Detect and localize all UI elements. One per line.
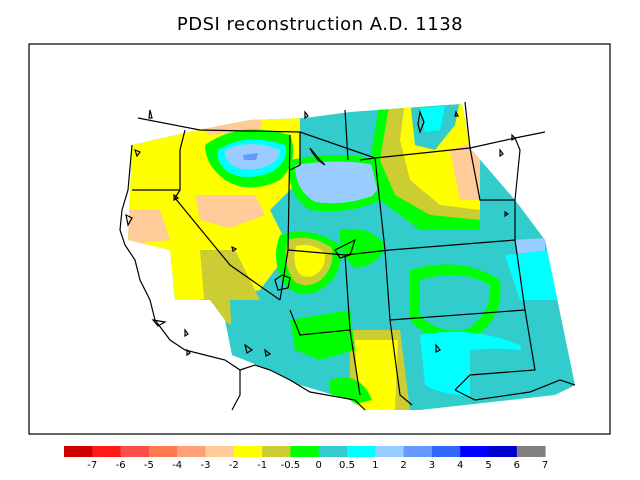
legend-tick-label: 4: [457, 460, 463, 471]
legend-swatch: [290, 446, 320, 457]
legend-tick-label: -5: [144, 460, 154, 471]
legend-swatch: [92, 446, 122, 457]
legend-tick-label: 5: [485, 460, 491, 471]
legend-swatch: [177, 446, 206, 457]
legend-swatch: [262, 446, 291, 457]
legend-tick-label: -3: [201, 460, 211, 471]
legend-swatch: [233, 446, 263, 457]
legend-swatch: [516, 446, 546, 457]
legend-swatch: [403, 446, 433, 457]
boundary-lines: [119, 101, 576, 411]
legend-swatch: [375, 446, 405, 457]
legend-tick-label: 0: [316, 460, 322, 471]
legend-swatch: [347, 446, 376, 457]
legend-tick-label: -6: [116, 460, 126, 471]
legend-tick-label: -4: [172, 460, 182, 471]
map-title: PDSI reconstruction A.D. 1138: [176, 14, 464, 35]
legend-swatch: [488, 446, 518, 457]
legend-tick-label: 1: [372, 460, 378, 471]
legend-swatch: [460, 446, 489, 457]
legend-swatch: [431, 446, 461, 457]
legend-tick-label: 3: [429, 460, 435, 471]
legend-tick-label: -1: [257, 460, 267, 471]
legend-tick-label: 0.5: [339, 460, 355, 471]
legend-tick-label: 2: [400, 460, 406, 471]
legend-swatch: [205, 446, 235, 457]
legend-tick-label: -2: [229, 460, 239, 471]
legend-swatch: [64, 446, 93, 457]
legend-tick-label: 6: [514, 460, 520, 471]
legend-swatch: [120, 446, 150, 457]
legend-swatch: [318, 446, 348, 457]
legend-swatch: [148, 446, 178, 457]
legend-tick-label: -7: [87, 460, 97, 471]
legend-tick-label: 7: [542, 460, 548, 471]
legend-tick-label: -0.5: [281, 460, 301, 471]
